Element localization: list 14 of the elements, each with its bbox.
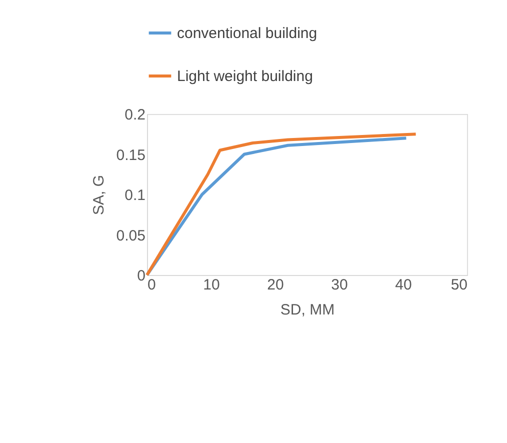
x-tick-label: 50 <box>450 276 468 294</box>
y-tick-label: 0.1 <box>124 187 146 204</box>
x-tick-label: 10 <box>203 276 220 294</box>
legend-label: conventional building <box>177 25 318 42</box>
x-axis-title: SD, MM <box>280 302 335 318</box>
y-tick-label: 0.15 <box>116 146 146 164</box>
x-tick-label: 20 <box>267 276 284 294</box>
x-tick-label: 30 <box>331 276 348 294</box>
x-tick-label: 40 <box>395 276 412 294</box>
y-tick-label: 0.2 <box>124 106 146 124</box>
legend-label: Light weight building <box>177 68 313 85</box>
y-tick-label: 0.05 <box>116 227 146 244</box>
x-tick-label: 0 <box>148 276 156 294</box>
y-axis-title: SA, G <box>90 174 108 216</box>
